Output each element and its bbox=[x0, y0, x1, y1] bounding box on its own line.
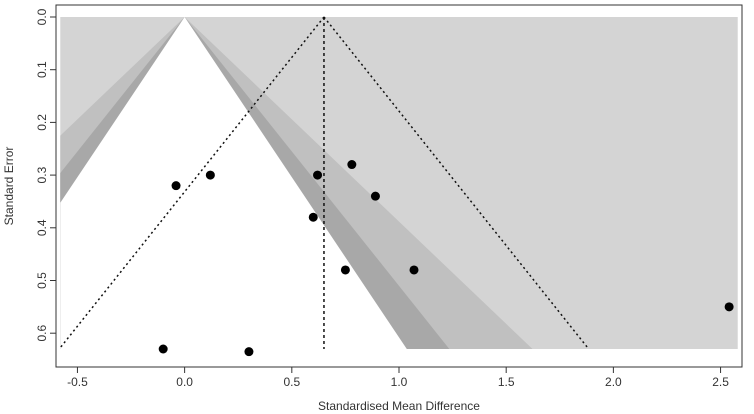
y-tick-label: 0.4 bbox=[35, 219, 49, 236]
funnel-right-line bbox=[323, 16, 590, 350]
funnel-left-line bbox=[58, 16, 325, 350]
contour-regions bbox=[60, 17, 738, 349]
y-tick-label: 0.3 bbox=[35, 166, 49, 183]
y-tick-label: 0.2 bbox=[35, 114, 49, 131]
x-axis: -0.5 0.0 0.5 1.0 1.5 2.0 2.5 bbox=[67, 367, 729, 389]
y-axis-title: Standard Error bbox=[2, 147, 16, 226]
y-axis: 0.0 0.1 0.2 0.3 0.4 0.5 0.6 bbox=[35, 8, 56, 342]
summary-funnel bbox=[58, 16, 590, 350]
contour-region-p10 bbox=[60, 17, 407, 349]
y-tick-label: 0.1 bbox=[35, 61, 49, 78]
y-tick-label: 0.0 bbox=[35, 8, 49, 25]
study-point bbox=[158, 344, 168, 354]
y-tick-label: 0.5 bbox=[35, 272, 49, 289]
study-point bbox=[347, 160, 357, 170]
y-tick-label: 0.6 bbox=[35, 325, 49, 342]
x-axis-title: Standardised Mean Difference bbox=[318, 399, 480, 413]
x-tick-label: 2.0 bbox=[605, 375, 622, 389]
study-point bbox=[313, 170, 323, 180]
x-tick-label: 1.0 bbox=[391, 375, 408, 389]
x-tick-label: 0.5 bbox=[283, 375, 300, 389]
x-tick-label: -0.5 bbox=[67, 375, 88, 389]
x-tick-label: 1.5 bbox=[498, 375, 515, 389]
x-tick-label: 2.5 bbox=[712, 375, 729, 389]
x-tick-label: 0.0 bbox=[176, 375, 193, 389]
study-point bbox=[409, 265, 419, 275]
study-point bbox=[724, 302, 734, 312]
study-point bbox=[370, 191, 380, 201]
study-points bbox=[158, 160, 734, 357]
study-point bbox=[340, 265, 350, 275]
study-point bbox=[205, 170, 215, 180]
study-point bbox=[308, 212, 318, 222]
study-point bbox=[171, 181, 181, 191]
study-point bbox=[244, 347, 254, 357]
